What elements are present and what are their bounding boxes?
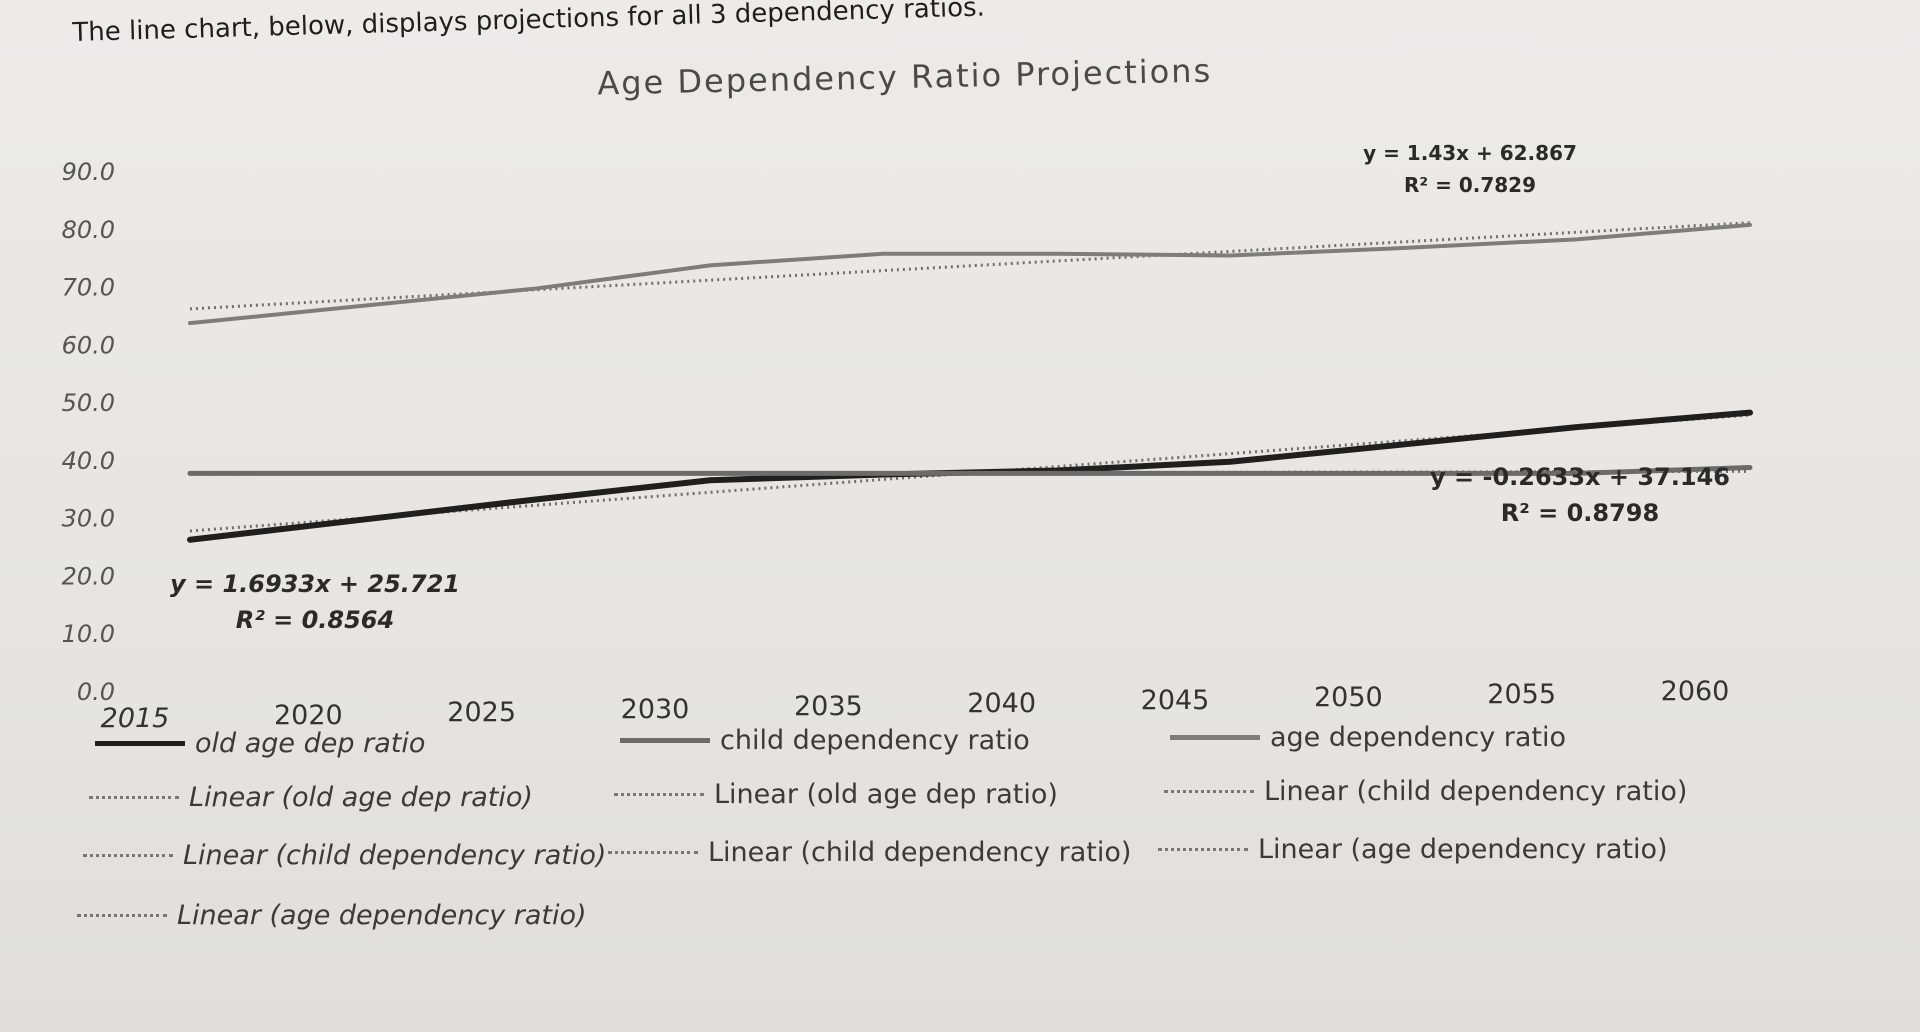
series-line [188,222,1752,326]
y-tick-label: 30.0 [62,505,115,533]
legend-swatch [1158,848,1248,851]
trendline-equations: y = 1.6933x + 25.721 R² = 0.8564 y = -0.26… [170,141,1730,634]
legend-label: old age dep ratio [195,728,426,759]
trendline [189,221,1751,311]
trendline-r2: R² = 0.8798 [1501,499,1659,527]
chart-title: Age Dependency Ratio Projections [597,52,1213,103]
y-tick-label: 80.0 [62,216,115,244]
legend-label: Linear (child dependency ratio) [708,837,1132,868]
y-axis: 0.0 10.0 20.0 30.0 40.0 50.0 60.0 70.0 80.0 90.0 [62,158,115,706]
y-tick-label: 60.0 [62,331,115,359]
x-tick-label: 2045 [1141,685,1210,716]
series-line [187,465,1753,476]
legend-swatch [1170,735,1260,740]
legend-label: Linear (age dependency ratio) [1258,834,1668,865]
x-tick-label: 2040 [967,688,1036,719]
legend-label: Linear (old age dep ratio) [714,779,1058,810]
legend-entry: child dependency ratio [620,725,1030,756]
legend-entry: Linear (child dependency ratio) [83,840,606,871]
legend-label: Linear (age dependency ratio) [177,900,587,931]
trendline-equation: y = 1.43x + 62.867 [1363,141,1577,165]
legend-entry: Linear (age dependency ratio) [1158,834,1668,865]
legend-swatch [620,738,710,743]
y-tick-label: 20.0 [62,562,115,590]
y-tick-label: 90.0 [62,158,115,186]
legend-label: Linear (child dependency ratio) [183,840,607,871]
legend-label: age dependency ratio [1270,722,1567,753]
x-tick-label: 2055 [1487,679,1556,710]
legend-swatch [83,854,173,857]
x-tick-label: 2025 [447,697,516,728]
legend-entry: old age dep ratio [95,728,425,759]
x-axis: 2015 2020 2025 2030 2035 2040 2045 2050 2055 2060 [101,676,1730,734]
legend-swatch [608,851,698,854]
legend-label: Linear (old age dep ratio) [189,782,533,813]
x-tick-label: 2015 [101,703,170,734]
legend-entry: Linear (child dependency ratio) [1164,776,1687,807]
legend-swatch [614,793,704,796]
trendline-equation: y = -0.2633x + 37.146 [1430,463,1730,491]
y-tick-label: 40.0 [62,447,115,475]
legend-label: Linear (child dependency ratio) [1264,776,1688,807]
trendline-equation: y = 1.6933x + 25.721 [170,570,460,598]
x-tick-label: 2035 [794,691,863,722]
series-lines [187,222,1753,543]
legend-entry: Linear (child dependency ratio) [608,837,1131,868]
legend-swatch [1164,790,1254,793]
y-tick-label: 10.0 [62,620,115,648]
y-tick-label: 70.0 [62,274,115,302]
legend-label: child dependency ratio [720,725,1030,756]
legend-entry: Linear (old age dep ratio) [614,779,1058,810]
legend-swatch [77,914,167,917]
legend-swatch [89,796,179,799]
trendline-r2: R² = 0.7829 [1404,173,1536,197]
x-tick-label: 2050 [1314,682,1383,713]
legend-entry: Linear (age dependency ratio) [77,900,587,931]
y-tick-label: 50.0 [62,389,115,417]
trendline-r2: R² = 0.8564 [236,606,394,634]
legend-entry: age dependency ratio [1170,722,1566,753]
x-tick-label: 2060 [1661,676,1730,707]
y-tick-label: 0.0 [77,678,115,706]
x-tick-label: 2020 [274,700,343,731]
legend-entry: Linear (old age dep ratio) [89,782,533,813]
legend-swatch [95,741,185,746]
x-tick-label: 2030 [621,694,690,725]
